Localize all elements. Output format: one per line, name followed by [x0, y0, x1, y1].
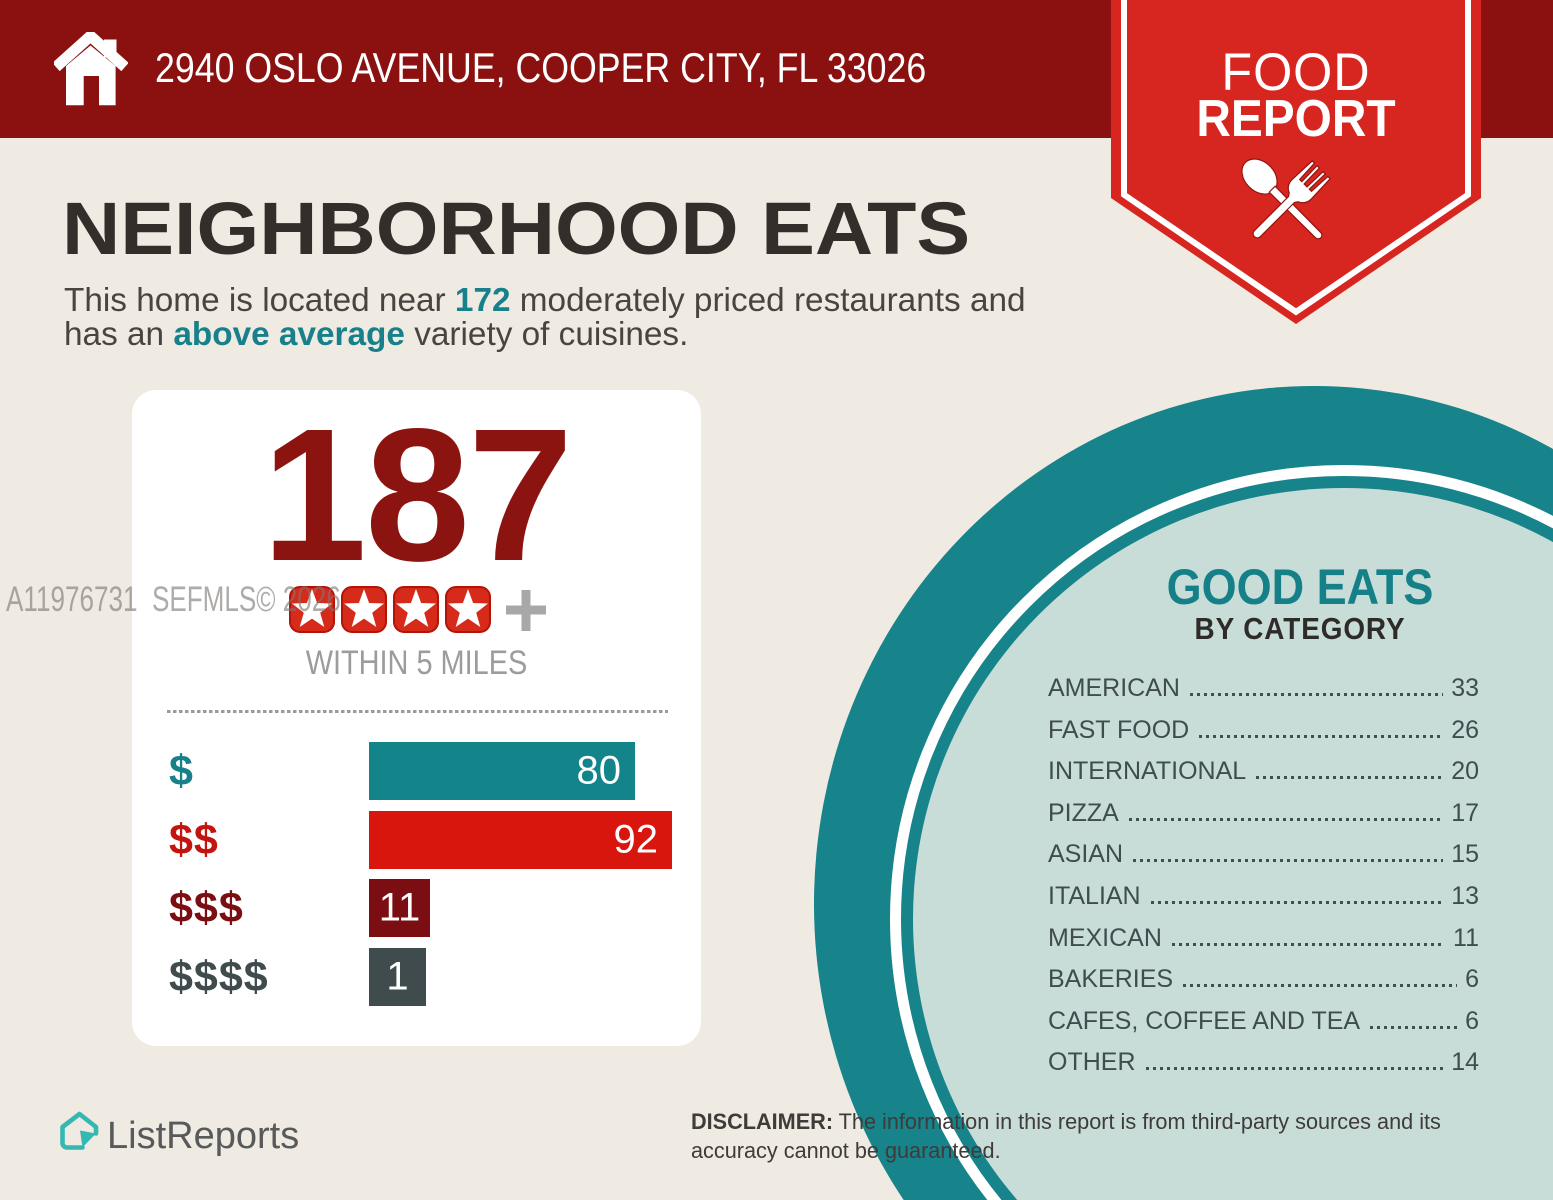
svg-text:REPORT: REPORT: [1196, 89, 1395, 147]
svg-text:FOOD: FOOD: [1221, 42, 1370, 101]
